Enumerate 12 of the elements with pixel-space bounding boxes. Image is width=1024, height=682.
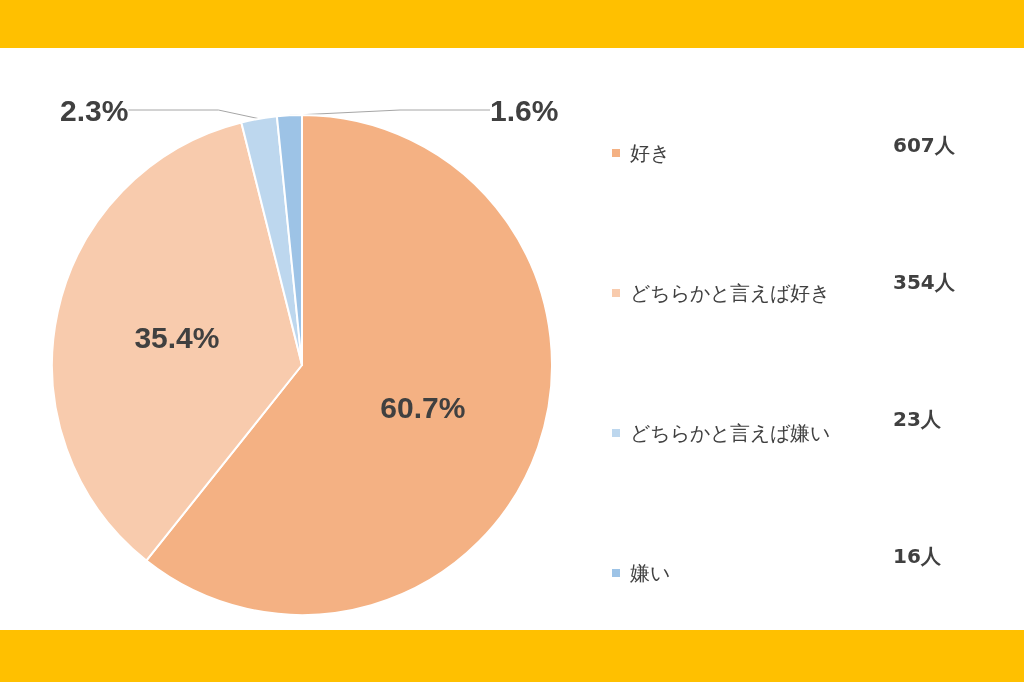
data-label: 1.6% bbox=[490, 93, 559, 127]
data-label: 60.7% bbox=[380, 390, 466, 424]
legend-label: 嫌い bbox=[630, 561, 670, 585]
text: 354人 bbox=[893, 270, 956, 294]
legend-label: どちらかと言えば好き bbox=[630, 281, 830, 305]
legend-label: 好き bbox=[630, 141, 670, 165]
legend-label: どちらかと言えば嫌い bbox=[630, 421, 830, 445]
text: 607人 bbox=[893, 133, 956, 157]
text: 16人 bbox=[893, 544, 942, 568]
text: 23人 bbox=[893, 407, 942, 431]
data-label: 35.4% bbox=[134, 321, 220, 355]
data-label: 2.3% bbox=[60, 93, 129, 127]
